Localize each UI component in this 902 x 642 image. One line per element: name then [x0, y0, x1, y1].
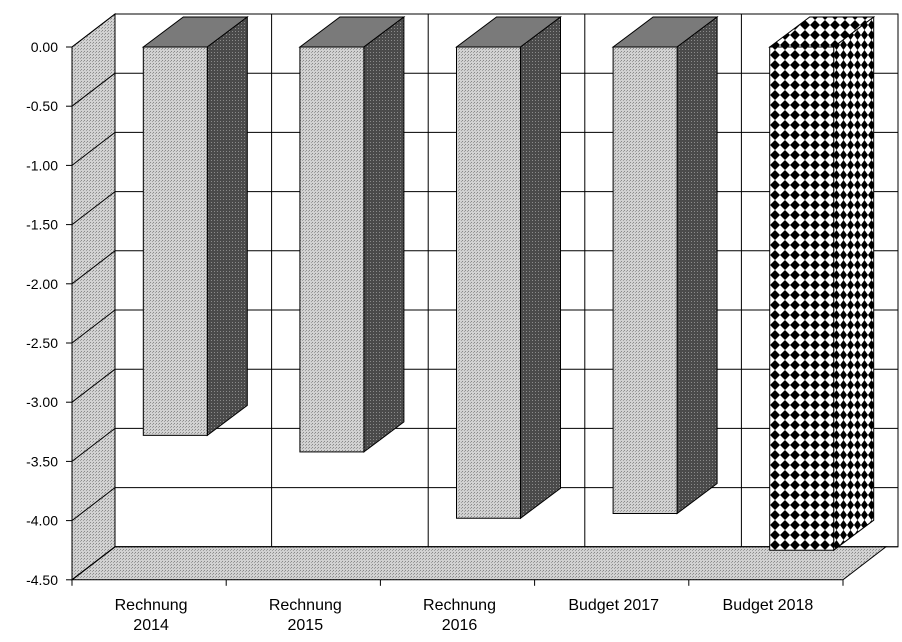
x-category-label-line: Rechnung: [115, 597, 188, 614]
x-category-label: Rechnung 2016: [423, 597, 496, 634]
gridline-diagonal: [71, 13, 116, 48]
floor: [70, 546, 888, 581]
x-category-label-line: Budget 2017: [568, 597, 659, 614]
bar: [455, 16, 562, 520]
gridline-diagonal: [71, 546, 116, 581]
gridline-diagonal: [71, 72, 116, 107]
bar-front: [142, 46, 208, 436]
gridline-diagonal: [71, 250, 116, 285]
bar-front: [299, 46, 365, 453]
x-axis-category-labels: Rechnung 2014 Rechnung 2015 Rechnung 2016 Budg…: [115, 597, 814, 634]
x-category-label-line: 2016: [442, 617, 478, 634]
x-category-label-line: 2014: [133, 617, 169, 634]
y-tick-label: -1.00: [26, 157, 58, 173]
x-category-label-line: Rechnung: [269, 597, 342, 614]
x-category-label-line: Rechnung: [423, 597, 496, 614]
y-tick-label: -1.50: [26, 217, 58, 233]
y-tick-label: -3.50: [26, 453, 58, 469]
y-tick-label: -4.00: [26, 513, 58, 529]
x-category-label-line: Budget 2018: [723, 597, 814, 614]
side-wall: [71, 12, 116, 581]
bar-front: [612, 46, 678, 514]
y-tick-label: -3.00: [26, 394, 58, 410]
y-axis-tick-labels: 0.00 -0.50 -1.00 -1.50 -2.00 -2.50 -3.00 -3.50 -…: [26, 39, 58, 588]
x-category-label: Budget 2018: [723, 597, 814, 614]
gridline-diagonal: [71, 132, 116, 166]
x-category-label: Budget 2017: [568, 597, 659, 614]
bar: [768, 16, 876, 552]
bar-side: [520, 16, 561, 520]
bar-front: [456, 46, 521, 519]
bar: [611, 16, 719, 515]
bar-side: [206, 16, 248, 437]
bar-front: [769, 46, 835, 551]
bar: [141, 16, 249, 437]
gridline-diagonal: [71, 487, 116, 521]
y-tick-label: -4.50: [26, 572, 58, 588]
gridline-diagonal: [71, 309, 116, 344]
gridline-diagonal: [71, 428, 116, 462]
y-tick-label: -2.00: [26, 276, 58, 292]
y-tick-label: -0.50: [26, 98, 58, 114]
y-tick-label: 0.00: [31, 39, 58, 55]
bar-side: [363, 16, 405, 453]
y-tick-label: -2.50: [26, 335, 58, 351]
gridline-diagonal: [71, 191, 116, 225]
bar: [298, 16, 406, 453]
x-category-label: Rechnung 2015: [269, 597, 342, 634]
bars: [141, 16, 876, 552]
bar-side: [833, 16, 875, 552]
gridline-diagonal: [71, 368, 116, 403]
x-category-label-line: 2015: [288, 617, 324, 634]
x-category-label: Rechnung 2014: [115, 597, 188, 634]
bar-side: [676, 16, 718, 515]
